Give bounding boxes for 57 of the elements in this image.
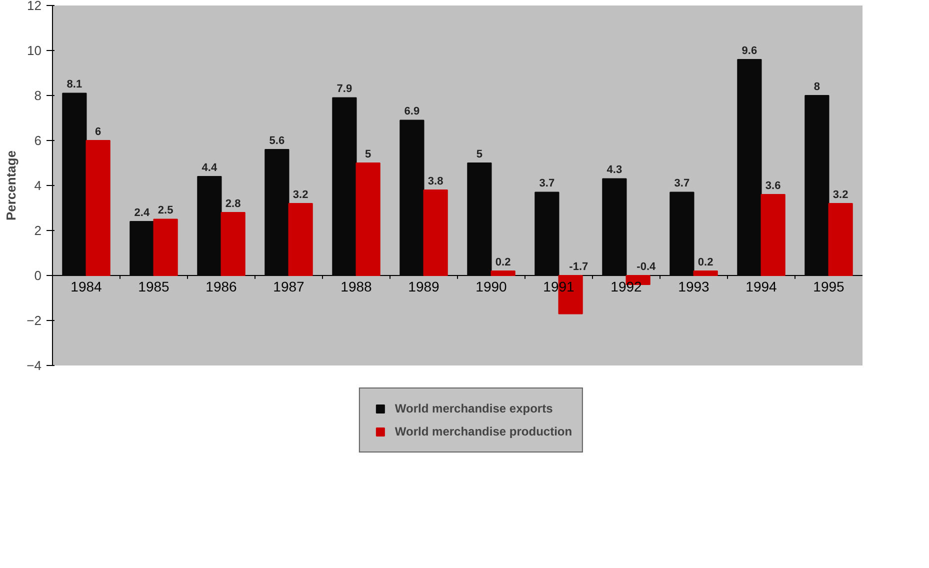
x-tick-label: 1990 xyxy=(476,278,508,294)
y-tick-label: 4 xyxy=(34,178,42,193)
x-tick-label: 1986 xyxy=(206,278,238,294)
data-label: 4.4 xyxy=(202,162,218,174)
data-label: 3.8 xyxy=(428,175,444,188)
bar xyxy=(828,203,853,276)
bar xyxy=(760,194,786,276)
bar xyxy=(86,140,110,276)
bar xyxy=(423,190,448,276)
data-label: 4.3 xyxy=(606,164,622,176)
data-label: 5.6 xyxy=(269,134,285,147)
y-axis-title: Percentage xyxy=(4,150,19,221)
data-label: 5 xyxy=(476,148,483,160)
bar xyxy=(693,270,718,276)
y-tick-label: 2 xyxy=(34,223,42,238)
data-label: 3.7 xyxy=(674,178,690,190)
x-tick-label: 1995 xyxy=(813,278,845,294)
x-tick-label: 1989 xyxy=(408,278,440,294)
data-label: -1.7 xyxy=(569,260,588,273)
x-tick-label: 1988 xyxy=(340,278,372,294)
data-label: 3.6 xyxy=(765,180,781,192)
data-label: -0.4 xyxy=(636,260,657,273)
x-tick-label: 1987 xyxy=(273,278,305,294)
y-tick-label: −2 xyxy=(26,313,42,328)
data-label: 0.2 xyxy=(495,256,511,268)
bar xyxy=(288,203,313,276)
data-label: 2.8 xyxy=(225,198,241,210)
y-tick-label: 0 xyxy=(34,268,42,283)
y-tick-label: −4 xyxy=(26,358,42,373)
y-tick-label: 8 xyxy=(34,88,42,103)
data-label: 6.9 xyxy=(404,106,420,118)
x-tick-label: 1993 xyxy=(678,278,710,294)
data-label: 9.6 xyxy=(742,44,758,57)
data-label: 3.2 xyxy=(832,188,848,201)
data-label: 7.9 xyxy=(336,83,352,96)
x-tick-label: 1992 xyxy=(610,278,642,294)
x-tick-label: 1994 xyxy=(746,278,778,294)
bar xyxy=(153,218,178,276)
bar xyxy=(490,270,516,276)
data-label: 8.1 xyxy=(66,78,82,91)
data-label: 3.2 xyxy=(292,188,308,201)
legend-label: World merchandise production xyxy=(394,424,572,438)
data-label: 0.2 xyxy=(698,256,714,268)
data-label: 6 xyxy=(95,126,102,138)
data-label: 2.4 xyxy=(134,206,150,219)
bar xyxy=(356,162,380,276)
data-label: 3.7 xyxy=(539,178,555,190)
legend-label: World merchandise exports xyxy=(394,402,553,416)
bar xyxy=(220,212,246,276)
data-label: 8 xyxy=(814,80,820,93)
x-tick-label: 1985 xyxy=(138,278,170,294)
data-label: 5 xyxy=(365,148,372,160)
y-tick-label: 12 xyxy=(27,0,42,13)
x-tick-label: 1984 xyxy=(70,278,102,294)
y-tick-label: 10 xyxy=(27,43,42,58)
data-label: 2.5 xyxy=(158,204,174,217)
y-tick-label: 6 xyxy=(34,133,42,148)
